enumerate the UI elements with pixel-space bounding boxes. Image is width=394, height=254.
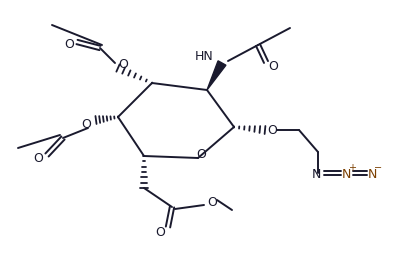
Text: O: O [64, 38, 74, 51]
Text: −: − [374, 163, 382, 173]
Text: O: O [118, 58, 128, 71]
Text: O: O [268, 59, 278, 72]
Text: O: O [267, 124, 277, 137]
Text: +: + [348, 163, 356, 173]
Polygon shape [207, 61, 226, 90]
Text: N: N [311, 167, 321, 181]
Text: O: O [33, 151, 43, 165]
Text: HN: HN [195, 51, 214, 64]
Text: O: O [155, 227, 165, 240]
Text: O: O [81, 119, 91, 132]
Text: N: N [367, 167, 377, 181]
Text: O: O [207, 196, 217, 209]
Text: N: N [341, 167, 351, 181]
Text: O: O [196, 148, 206, 161]
